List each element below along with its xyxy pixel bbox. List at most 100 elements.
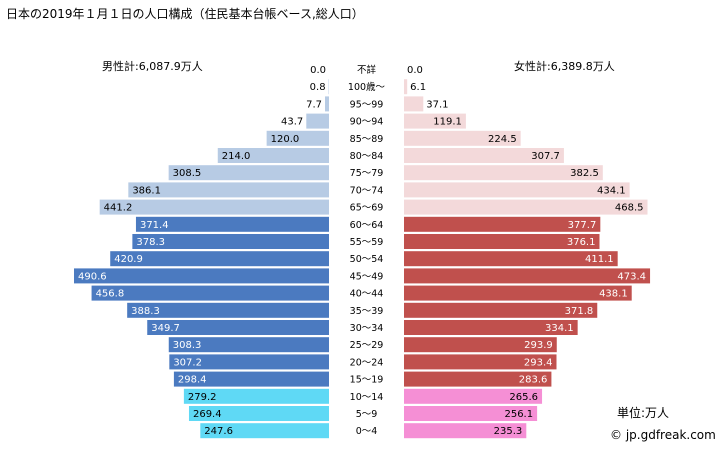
female-bar [404, 182, 630, 198]
male-value-label: 269.4 [193, 409, 222, 420]
female-bar [404, 337, 557, 353]
female-value-label: 37.1 [426, 99, 448, 110]
female-value-label: 411.1 [585, 254, 614, 265]
age-group-label: 5～9 [356, 409, 378, 420]
age-group-label: 90～94 [350, 117, 384, 128]
male-bar [147, 320, 329, 335]
female-value-label: 468.5 [615, 203, 644, 214]
age-group-label: 40～44 [350, 289, 384, 300]
age-group-label: 不詳 [357, 64, 377, 76]
age-group-label: 30～34 [350, 323, 384, 334]
age-group-label: 35～39 [350, 306, 384, 317]
female-bar [404, 388, 543, 404]
male-value-label: 279.2 [188, 392, 217, 403]
female-value-label: 283.6 [519, 375, 548, 386]
male-bar [169, 354, 329, 370]
female-bar [404, 199, 648, 215]
age-group-label: 45～49 [350, 271, 384, 282]
male-value-label: 298.4 [178, 375, 207, 386]
male-bar [110, 251, 329, 267]
male-bar [127, 302, 330, 318]
age-group-label: 85～89 [350, 134, 384, 145]
male-bar [324, 96, 329, 112]
male-value-label: 349.7 [151, 323, 180, 334]
male-bar [74, 268, 329, 284]
female-value-label: 377.7 [568, 220, 597, 231]
age-group-label: 60～64 [350, 220, 384, 231]
female-value-label: 235.3 [494, 426, 523, 437]
female-value-label: 119.1 [433, 117, 462, 128]
female-bar [404, 79, 408, 95]
age-group-label: 0～4 [356, 426, 378, 437]
female-bar [404, 423, 527, 439]
male-value-label: 214.0 [222, 151, 251, 162]
female-value-label: 382.5 [570, 168, 599, 179]
female-value-label: 256.1 [504, 409, 533, 420]
female-bar [404, 285, 632, 301]
female-value-label: 376.1 [567, 237, 596, 248]
age-group-label: 80～84 [350, 151, 384, 162]
female-bar [404, 113, 466, 129]
male-total-label: 男性計:6,087.9万人 [102, 60, 203, 73]
male-bar [183, 388, 329, 404]
age-group-label: 25～29 [350, 340, 384, 351]
female-bar [404, 251, 618, 267]
female-bar [404, 371, 552, 387]
female-bar [404, 96, 424, 112]
male-bar [135, 216, 329, 232]
female-value-label: 438.1 [599, 289, 628, 300]
male-bar [306, 113, 329, 129]
male-value-label: 43.7 [281, 117, 303, 128]
male-value-label: 441.2 [104, 203, 133, 214]
female-bar [404, 302, 598, 318]
credit-text: © jp.gdfreak.com [610, 428, 716, 442]
age-group-label: 15～19 [350, 375, 384, 386]
male-bar [168, 165, 329, 181]
age-group-label: 10～14 [350, 392, 384, 403]
male-bar [173, 371, 329, 387]
female-value-label: 293.4 [524, 357, 553, 368]
male-value-label: 308.5 [173, 168, 202, 179]
male-bar [217, 148, 329, 163]
female-bar [404, 216, 601, 232]
female-bar [404, 406, 538, 421]
male-bar [188, 406, 329, 421]
male-bar [91, 285, 329, 301]
male-value-label: 247.6 [204, 426, 233, 437]
male-value-label: 388.3 [131, 306, 160, 317]
age-group-label: 75～79 [350, 168, 384, 179]
male-value-label: 420.9 [114, 254, 143, 265]
age-group-label: 20～24 [350, 357, 384, 368]
female-value-label: 265.6 [509, 392, 538, 403]
male-value-label: 307.2 [173, 357, 202, 368]
female-value-label: 293.9 [524, 340, 553, 351]
male-bar [132, 234, 329, 249]
female-bar [404, 268, 651, 284]
female-value-label: 0.0 [407, 65, 423, 76]
male-value-label: 371.4 [140, 220, 169, 231]
page-title: 日本の2019年１月１日の人口構成（住民基本台帳ベース,総人口） [6, 7, 364, 21]
female-bar [404, 320, 578, 335]
male-bar [99, 199, 329, 215]
female-total-label: 女性計:6,389.8万人 [514, 60, 615, 73]
male-value-label: 490.6 [78, 271, 107, 282]
female-value-label: 473.4 [617, 271, 646, 282]
male-value-label: 378.3 [136, 237, 165, 248]
female-bar [404, 165, 603, 181]
male-bar [168, 337, 329, 353]
male-value-label: 0.0 [310, 65, 326, 76]
male-bar [266, 130, 329, 146]
female-value-label: 371.8 [565, 306, 594, 317]
male-value-label: 308.3 [173, 340, 202, 351]
male-value-label: 120.0 [271, 134, 300, 145]
female-value-label: 334.1 [545, 323, 574, 334]
male-value-label: 386.1 [132, 185, 161, 196]
female-bar [404, 148, 564, 163]
male-value-label: 0.8 [310, 82, 326, 93]
age-group-label: 50～54 [350, 254, 384, 265]
female-bar [404, 130, 521, 146]
female-value-label: 224.5 [488, 134, 517, 145]
age-group-label: 95～99 [350, 99, 384, 110]
unit-label: 単位:万人 [617, 406, 670, 420]
